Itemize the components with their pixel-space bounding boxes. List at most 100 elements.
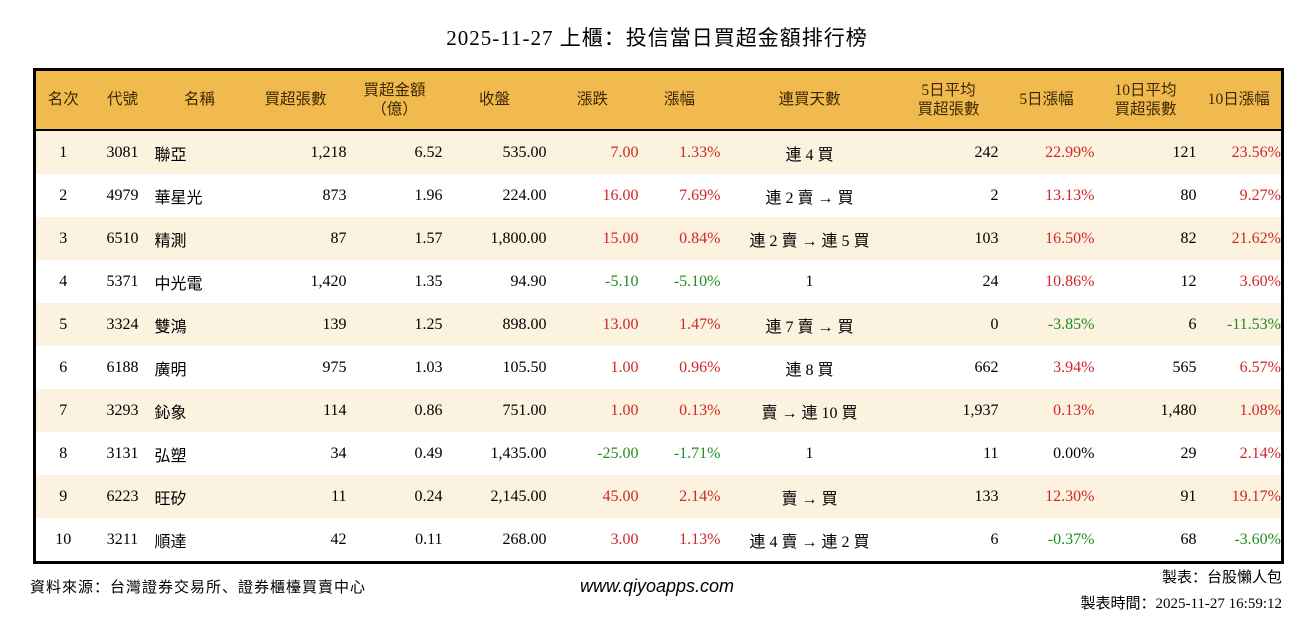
data-source: 資料來源：台灣證券交易所、證券櫃檯買賣中心 xyxy=(30,580,367,596)
cell-close: 94.90 xyxy=(442,260,547,303)
cell-p10: 6.57% xyxy=(1196,346,1283,389)
cell-lots: 1,420 xyxy=(244,260,347,303)
cell-rank: 8 xyxy=(34,432,91,475)
header-row: 名次 代號 名稱 買超張數 買超金額 （億） 收盤 漲跌 漲幅 連買天數 5日平均 買超張數 5日漲… xyxy=(34,69,1283,130)
cell-p10: 3.60% xyxy=(1196,260,1283,303)
cell-lots: 34 xyxy=(244,432,347,475)
cell-code: 3081 xyxy=(90,130,155,174)
cell-pct: 1.13% xyxy=(638,518,721,563)
table-row: 2 4979 華星光 873 1.96 224.00 16.00 7.69% 連 2 賣 → 買… xyxy=(34,174,1283,217)
cell-streak: 連 2 賣 → 連 5 買 xyxy=(720,217,899,260)
cell-avg10: 91 xyxy=(1094,475,1197,518)
cell-pct: 0.96% xyxy=(638,346,721,389)
cell-avg10: 68 xyxy=(1094,518,1197,563)
cell-chg: 15.00 xyxy=(546,217,639,260)
cell-chg: 16.00 xyxy=(546,174,639,217)
col-header-p5: 5日漲幅 xyxy=(1019,91,1074,109)
cell-chg: 1.00 xyxy=(546,389,639,432)
ranking-table: 名次 代號 名稱 買超張數 買超金額 （億） 收盤 漲跌 漲幅 連買天數 5日平均 買超張數 5日漲… xyxy=(33,68,1284,564)
cell-chg: -5.10 xyxy=(546,260,639,303)
cell-rank: 2 xyxy=(34,174,91,217)
cell-pct: -1.71% xyxy=(638,432,721,475)
cell-name: 旺矽 xyxy=(154,475,245,518)
cell-avg5: 11 xyxy=(898,432,999,475)
cell-name: 廣明 xyxy=(154,346,245,389)
cell-close: 1,435.00 xyxy=(442,432,547,475)
maker-block: 製表：台股懶人包 製表時間：2025-11-27 16:59:12 xyxy=(1080,566,1282,617)
col-header-avg10: 10日平均 買超張數 xyxy=(1114,81,1177,118)
cell-code: 4979 xyxy=(90,174,155,217)
col-header-rank: 名次 xyxy=(47,91,79,109)
cell-code: 5371 xyxy=(90,260,155,303)
cell-lots: 87 xyxy=(244,217,347,260)
cell-code: 3324 xyxy=(90,303,155,346)
cell-amount: 1.35 xyxy=(346,260,443,303)
website: www.qiyoapps.com xyxy=(579,576,735,596)
cell-avg5: 1,937 xyxy=(898,389,999,432)
cell-avg10: 82 xyxy=(1094,217,1197,260)
cell-p5: 16.50% xyxy=(998,217,1095,260)
cell-avg10: 121 xyxy=(1094,130,1197,174)
cell-avg5: 6 xyxy=(898,518,999,563)
cell-streak: 1 xyxy=(720,260,899,303)
col-header-name: 名稱 xyxy=(183,91,215,109)
col-header-avg5: 5日平均 買超張數 xyxy=(917,81,980,118)
cell-close: 898.00 xyxy=(442,303,547,346)
cell-amount: 0.49 xyxy=(346,432,443,475)
col-header-code: 代號 xyxy=(106,91,138,109)
cell-name: 順達 xyxy=(154,518,245,563)
cell-amount: 0.86 xyxy=(346,389,443,432)
table-row: 3 6510 精測 87 1.57 1,800.00 15.00 0.84% 連 2 賣 → 連… xyxy=(34,217,1283,260)
maker: 製表：台股懶人包 xyxy=(1161,570,1282,586)
cell-close: 2,145.00 xyxy=(442,475,547,518)
cell-lots: 975 xyxy=(244,346,347,389)
cell-name: 華星光 xyxy=(154,174,245,217)
table-body: 1 3081 聯亞 1,218 6.52 535.00 7.00 1.33% 連 4 買 242 2… xyxy=(34,130,1283,563)
cell-p5: 0.00% xyxy=(998,432,1095,475)
cell-lots: 1,218 xyxy=(244,130,347,174)
cell-streak: 連 4 買 xyxy=(720,130,899,174)
cell-avg10: 12 xyxy=(1094,260,1197,303)
cell-code: 6188 xyxy=(90,346,155,389)
cell-close: 105.50 xyxy=(442,346,547,389)
table-row: 8 3131 弘塑 34 0.49 1,435.00 -25.00 -1.71% 1 11 0.00… xyxy=(34,432,1283,475)
cell-chg: -25.00 xyxy=(546,432,639,475)
cell-chg: 3.00 xyxy=(546,518,639,563)
cell-p5: 13.13% xyxy=(998,174,1095,217)
cell-close: 224.00 xyxy=(442,174,547,217)
cell-p10: 21.62% xyxy=(1196,217,1283,260)
cell-avg10: 80 xyxy=(1094,174,1197,217)
cell-pct: 2.14% xyxy=(638,475,721,518)
cell-close: 535.00 xyxy=(442,130,547,174)
col-header-chg: 漲跌 xyxy=(576,91,608,109)
cell-p5: 3.94% xyxy=(998,346,1095,389)
cell-avg5: 662 xyxy=(898,346,999,389)
cell-avg5: 133 xyxy=(898,475,999,518)
cell-streak: 1 xyxy=(720,432,899,475)
cell-rank: 4 xyxy=(34,260,91,303)
cell-lots: 11 xyxy=(244,475,347,518)
col-header-close: 收盤 xyxy=(478,91,510,109)
cell-rank: 5 xyxy=(34,303,91,346)
cell-avg5: 103 xyxy=(898,217,999,260)
cell-avg10: 565 xyxy=(1094,346,1197,389)
cell-streak: 賣 → 連 10 買 xyxy=(720,389,899,432)
cell-amount: 1.25 xyxy=(346,303,443,346)
table-row: 1 3081 聯亞 1,218 6.52 535.00 7.00 1.33% 連 4 買 242 2… xyxy=(34,130,1283,174)
cell-rank: 3 xyxy=(34,217,91,260)
cell-rank: 10 xyxy=(34,518,91,563)
cell-close: 1,800.00 xyxy=(442,217,547,260)
cell-lots: 873 xyxy=(244,174,347,217)
cell-avg10: 6 xyxy=(1094,303,1197,346)
cell-pct: 1.47% xyxy=(638,303,721,346)
cell-avg10: 1,480 xyxy=(1094,389,1197,432)
cell-p10: -3.60% xyxy=(1196,518,1283,563)
cell-avg5: 0 xyxy=(898,303,999,346)
cell-name: 弘塑 xyxy=(154,432,245,475)
cell-amount: 0.11 xyxy=(346,518,443,563)
cell-rank: 9 xyxy=(34,475,91,518)
cell-chg: 1.00 xyxy=(546,346,639,389)
cell-lots: 42 xyxy=(244,518,347,563)
cell-rank: 7 xyxy=(34,389,91,432)
